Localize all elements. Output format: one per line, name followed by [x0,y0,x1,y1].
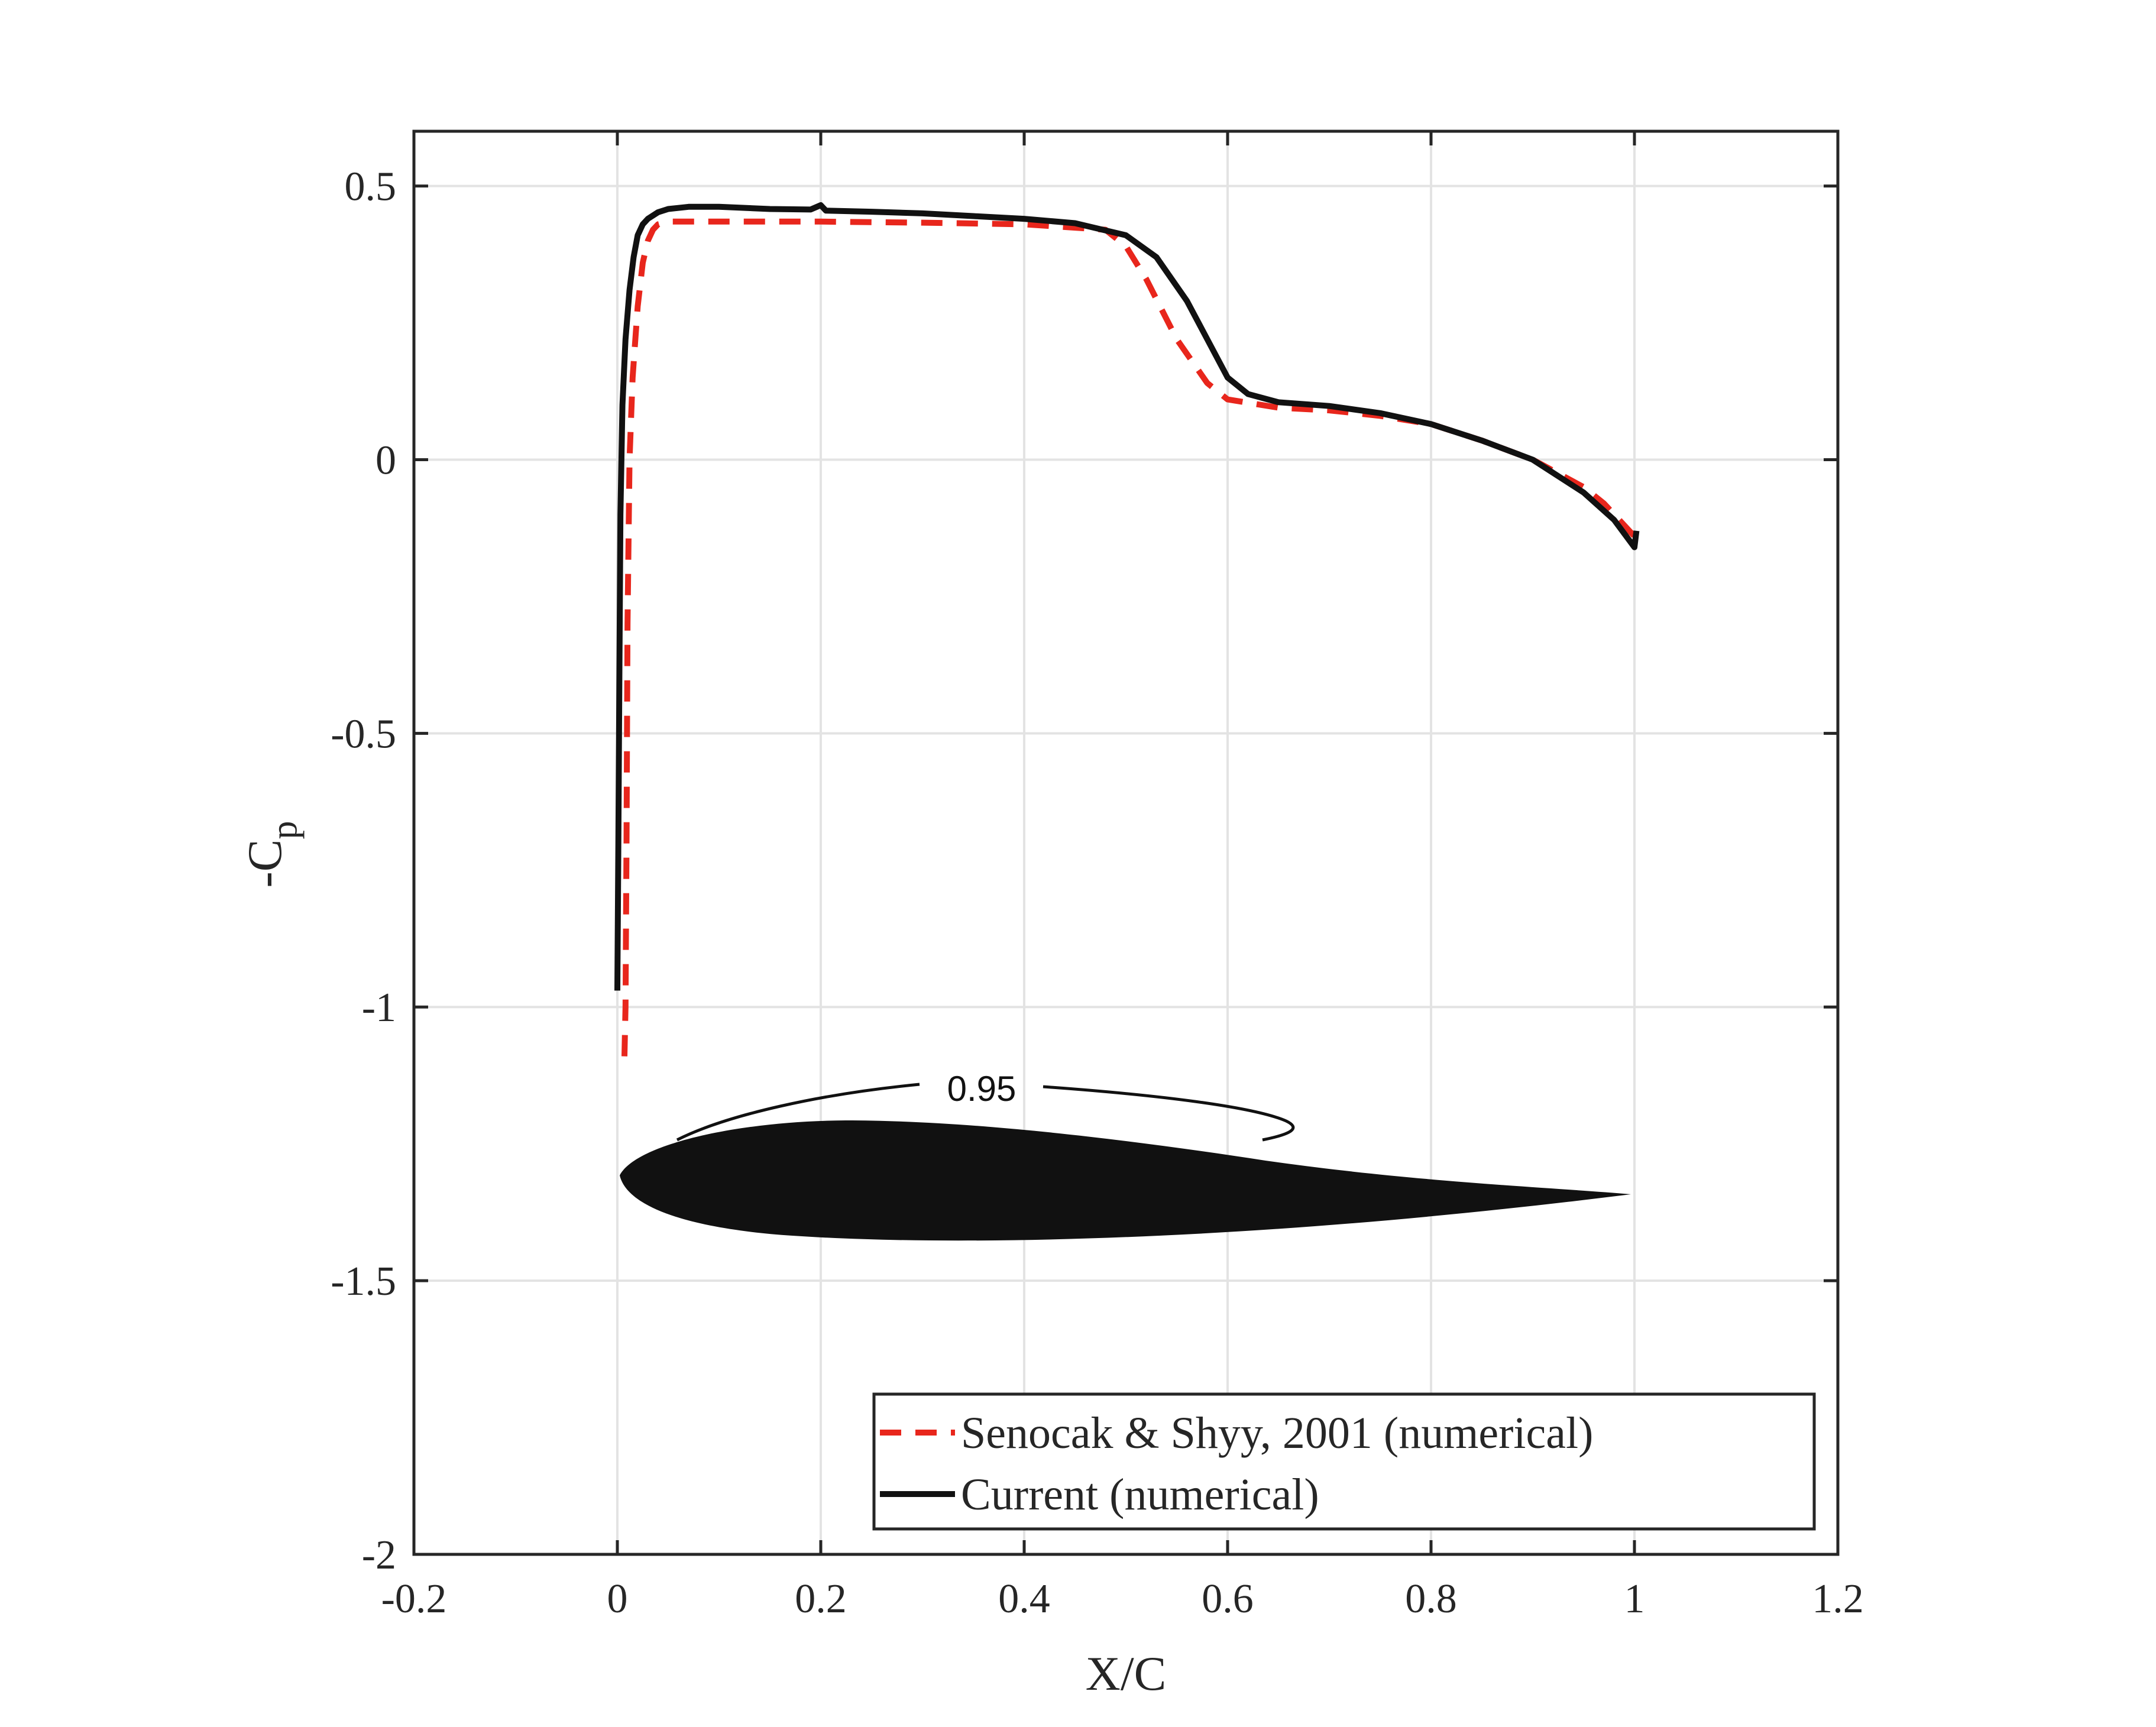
series-line-current [614,202,1640,991]
x-tick-label-neg0p2: -0.2 [381,1576,447,1622]
y-axis-label-main: -C [238,840,292,888]
airfoil-shape [620,1120,1631,1241]
tick-labels: -0.2 0 0.2 0.4 0.6 0.8 1 1.2 -2 -1.5 -1 -0.5 0 0.5 [331,164,1864,1622]
x-tick-label-0p4: 0.4 [998,1576,1050,1622]
contour-label-0-95: 0.95 [947,1069,1017,1109]
contour-line-0-95 [676,1083,1295,1142]
x-tick-label-0p8: 0.8 [1405,1576,1457,1622]
airfoil-inset: 0.95 [620,1069,1631,1241]
x-tick-label-0p2: 0.2 [795,1576,847,1622]
x-tick-label-1p2: 1.2 [1812,1576,1864,1622]
y-tick-label-neg0p5: -0.5 [331,711,396,757]
x-tick-label-0p6: 0.6 [1202,1576,1254,1622]
y-axis-label: -Cp [238,821,305,888]
y-axis-label-subscript: p [264,821,305,840]
series-layer [614,202,1640,1057]
svg-text:-Cp: -Cp [238,821,305,888]
y-tick-label-neg1p5: -1.5 [331,1259,396,1304]
x-axis-label: X/C [1086,1647,1167,1700]
y-tick-label-0p5: 0.5 [345,164,397,210]
y-tick-label-0: 0 [375,438,396,483]
y-tick-label-neg2: -2 [362,1532,396,1578]
x-tick-label-1: 1 [1624,1576,1645,1622]
axis-ticks [412,131,1840,1556]
plot-frame [412,129,1840,1556]
legend: Senocak & Shyy, 2001 (numerical) Current… [872,1392,1816,1531]
series-line-senocak-shyy-2001 [621,218,1637,1057]
legend-label-senocak: Senocak & Shyy, 2001 (numerical) [961,1408,1593,1458]
x-tick-label-0: 0 [607,1576,628,1622]
legend-box [872,1392,1816,1531]
y-tick-label-neg1: -1 [362,985,396,1031]
legend-label-current: Current (numerical) [961,1470,1319,1519]
plot-area [414,131,1838,1554]
